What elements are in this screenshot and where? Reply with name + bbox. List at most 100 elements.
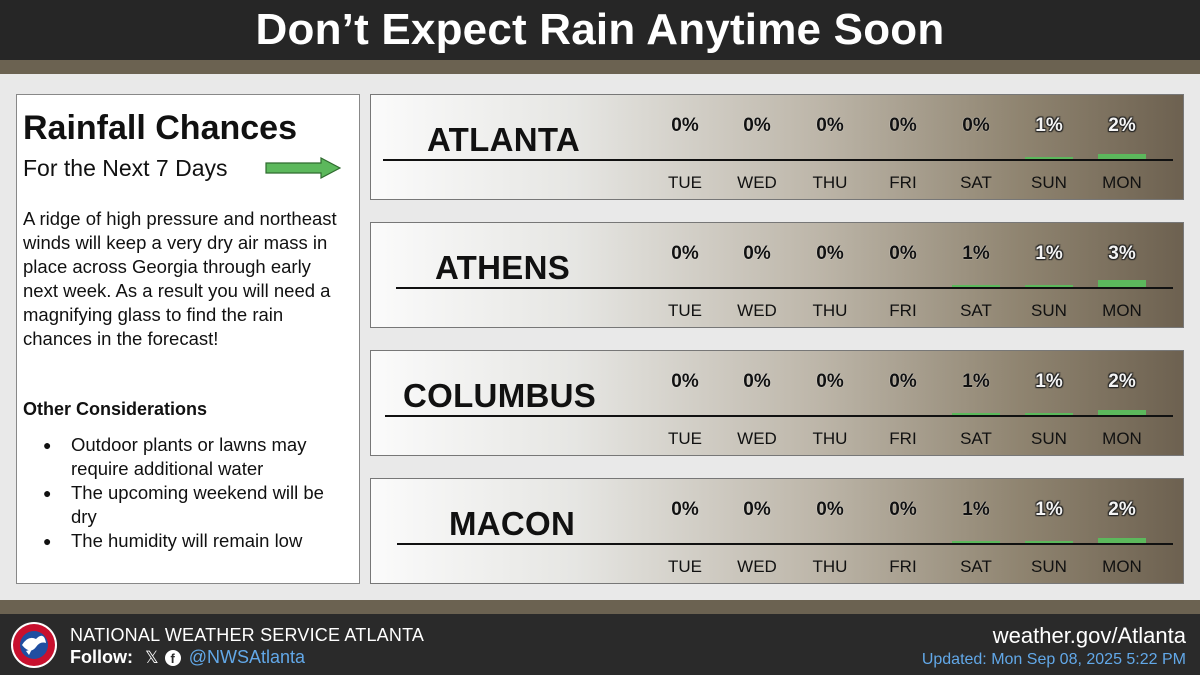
tick-label: SUN	[1031, 301, 1067, 320]
city-name: COLUMBUS	[403, 377, 597, 414]
page-title: Don’t Expect Rain Anytime Soon	[255, 5, 945, 54]
city-name: ATHENS	[435, 249, 571, 286]
tick-label: MON	[1102, 301, 1142, 320]
other-considerations-heading: Other Considerations	[23, 399, 208, 419]
chart-baseline	[383, 159, 1173, 161]
tick-label: SAT	[960, 301, 992, 320]
list-item: The humidity will remain low	[23, 529, 348, 553]
tick-label: SAT	[960, 557, 992, 576]
bottom-divider-band	[0, 600, 1200, 614]
data-label: 0%	[816, 243, 844, 264]
bar	[1025, 284, 1073, 287]
tick-label: SAT	[960, 429, 992, 448]
bar	[952, 412, 1000, 415]
chart-baseline	[385, 415, 1173, 417]
tick-label: SAT	[960, 173, 992, 192]
data-label: 0%	[743, 243, 771, 264]
data-label: 1%	[962, 499, 990, 520]
city-chart-atlanta: ATLANTA 0% TUE 0% WED 0% THU 0% FRI 0% SAT 1% SUN 2% M…	[370, 94, 1184, 200]
data-label: 0%	[743, 115, 771, 136]
data-label: 0%	[671, 371, 699, 392]
header-bar: Don’t Expect Rain Anytime Soon	[0, 0, 1200, 60]
data-label: 0%	[816, 499, 844, 520]
tick-label: MON	[1102, 557, 1142, 576]
tick-label: FRI	[889, 173, 917, 192]
tick-label: WED	[737, 301, 777, 320]
bar	[1098, 410, 1146, 415]
nws-logo-icon	[11, 622, 57, 668]
list-item: The upcoming weekend will be dry	[23, 481, 348, 529]
data-label: 1%	[1035, 115, 1063, 136]
tick-label: SUN	[1031, 557, 1067, 576]
data-label: 0%	[889, 115, 917, 136]
chart-baseline	[397, 543, 1173, 545]
info-body-text: A ridge of high pressure and northeast w…	[23, 208, 337, 349]
data-label: 1%	[1035, 243, 1063, 264]
tick-label: MON	[1102, 173, 1142, 192]
org-name: NATIONAL WEATHER SERVICE ATLANTA	[70, 625, 425, 645]
tick-label: MON	[1102, 429, 1142, 448]
facebook-icon[interactable]: f	[164, 649, 181, 666]
data-label: 1%	[962, 243, 990, 264]
x-icon[interactable]: 𝕏	[144, 647, 159, 667]
considerations-list: Outdoor plants or lawns may require addi…	[23, 433, 348, 553]
city-name: ATLANTA	[427, 121, 581, 158]
tick-label: FRI	[889, 301, 917, 320]
tick-label: SUN	[1031, 173, 1067, 192]
top-divider-band	[0, 60, 1200, 74]
data-label: 0%	[889, 499, 917, 520]
data-label: 0%	[671, 115, 699, 136]
chart-baseline	[396, 287, 1173, 289]
tick-label: TUE	[668, 301, 702, 320]
tick-label: WED	[737, 173, 777, 192]
follow-label: Follow:	[70, 647, 133, 667]
right-arrow-icon	[265, 157, 341, 179]
data-label: 0%	[816, 115, 844, 136]
data-label: 2%	[1108, 115, 1136, 136]
bar	[1025, 540, 1073, 543]
data-label: 2%	[1108, 371, 1136, 392]
updated-timestamp: Updated: Mon Sep 08, 2025 5:22 PM	[921, 651, 1186, 668]
bar	[952, 540, 1000, 543]
tick-label: THU	[812, 173, 848, 192]
bar	[952, 284, 1000, 287]
city-chart-columbus: COLUMBUS 0% TUE 0% WED 0% THU 0% FRI 1% SAT 1% SUN 2%…	[370, 350, 1184, 456]
tick-label: TUE	[668, 557, 702, 576]
bar	[1025, 156, 1073, 159]
city-chart-macon: MACON 0% TUE 0% WED 0% THU 0% FRI 1% SAT 1% SUN 2% MON	[370, 478, 1184, 584]
data-label: 0%	[889, 243, 917, 264]
bar	[1025, 412, 1073, 415]
info-subtitle: For the Next 7 Days	[23, 155, 228, 181]
data-label: 3%	[1108, 243, 1136, 264]
bar	[1098, 279, 1146, 287]
follow-row: Follow: 𝕏 f @NWSAtlanta	[70, 647, 305, 668]
tick-label: THU	[812, 429, 848, 448]
tick-label: SUN	[1031, 429, 1067, 448]
data-label: 0%	[889, 371, 917, 392]
data-label: 0%	[671, 243, 699, 264]
data-label: 0%	[743, 371, 771, 392]
info-title: Rainfall Chances	[23, 109, 297, 147]
data-label: 0%	[816, 371, 844, 392]
data-label: 1%	[1035, 371, 1063, 392]
city-name: MACON	[449, 505, 576, 542]
tick-label: FRI	[889, 557, 917, 576]
social-handle-link[interactable]: @NWSAtlanta	[188, 647, 305, 667]
tick-label: TUE	[668, 429, 702, 448]
tick-label: THU	[812, 301, 848, 320]
tick-label: THU	[812, 557, 848, 576]
bar	[1098, 538, 1146, 543]
city-chart-athens: ATHENS 0% TUE 0% WED 0% THU 0% FRI 1% SAT 1% SUN 3% MO…	[370, 222, 1184, 328]
tick-label: WED	[737, 429, 777, 448]
data-label: 0%	[743, 499, 771, 520]
data-label: 0%	[962, 115, 990, 136]
website-link[interactable]: weather.gov/Atlanta	[992, 623, 1186, 648]
info-panel: Rainfall Chances For the Next 7 Days A r…	[16, 94, 360, 584]
data-label: 2%	[1108, 499, 1136, 520]
data-label: 0%	[671, 499, 699, 520]
data-label: 1%	[1035, 499, 1063, 520]
data-label: 1%	[962, 371, 990, 392]
footer-bar: NATIONAL WEATHER SERVICE ATLANTA Follow:…	[0, 614, 1200, 675]
tick-label: TUE	[668, 173, 702, 192]
bar	[1098, 154, 1146, 159]
